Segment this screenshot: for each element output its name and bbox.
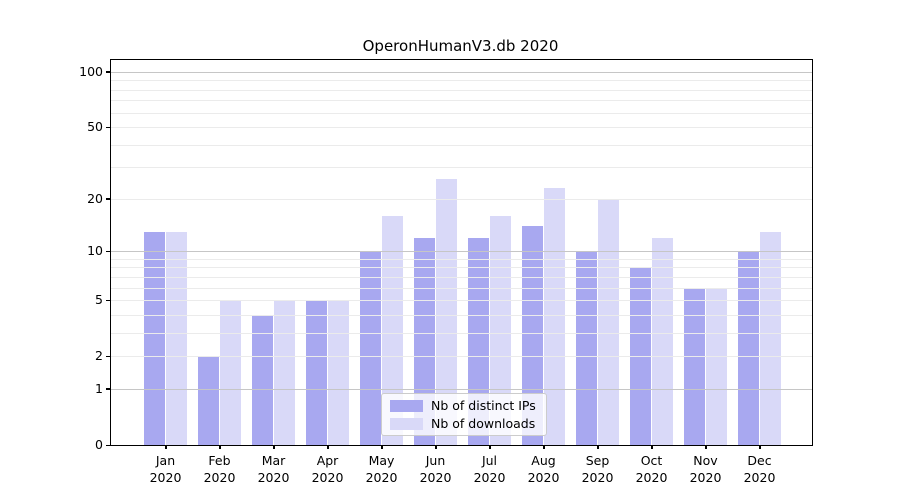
y-tick — [106, 250, 110, 253]
minor-gridline — [111, 332, 812, 334]
chart-title: OperonHumanV3.db 2020 — [362, 37, 559, 55]
bar-downloads-feb — [219, 300, 242, 445]
minor-gridline — [111, 276, 812, 278]
minor-gridline — [111, 100, 812, 102]
y-tick-label: 0 — [95, 437, 103, 452]
legend-label-downloads: Nb of downloads — [431, 416, 536, 431]
x-tick-label: Jan 2020 — [149, 453, 182, 485]
y-tick-label: 5 — [95, 292, 103, 308]
bar-downloads-sep — [597, 198, 620, 445]
x-tick — [435, 445, 437, 449]
x-tick — [489, 445, 491, 449]
major-gridline — [111, 71, 812, 73]
legend-item-downloads: Nb of downloads — [390, 416, 546, 431]
x-tick — [543, 445, 545, 449]
y-tick — [106, 388, 110, 390]
y-tick — [106, 71, 110, 73]
bar-downloads-jul — [489, 215, 512, 445]
y-tick — [106, 299, 110, 302]
minor-gridline — [111, 80, 812, 82]
bar-ips-dec — [737, 251, 760, 445]
x-tick — [705, 445, 707, 449]
x-tick-label: Dec 2020 — [743, 453, 776, 485]
bar-downloads-jun — [435, 178, 458, 445]
x-tick — [651, 445, 653, 449]
bar-ips-jan — [143, 231, 166, 445]
minor-gridline — [111, 144, 812, 146]
bar-downloads-dec — [759, 231, 782, 445]
major-gridline — [111, 251, 812, 253]
minor-gridline — [111, 89, 812, 91]
y-tick — [106, 126, 110, 129]
x-tick — [759, 445, 761, 449]
x-tick — [597, 445, 599, 449]
bar-downloads-nov — [705, 287, 728, 445]
y-tick — [106, 198, 110, 200]
x-tick — [273, 445, 275, 449]
y-tick-label: 20 — [87, 190, 103, 206]
x-tick-label: Oct 2020 — [635, 453, 668, 485]
legend: Nb of distinct IPs Nb of downloads — [381, 393, 547, 436]
bar-downloads-jan — [165, 231, 188, 445]
y-tick — [106, 355, 110, 358]
y-tick-label: 50 — [87, 119, 103, 135]
legend-swatch-distinct-ips — [390, 399, 423, 412]
bar-downloads-oct — [651, 237, 674, 445]
x-tick-label: Sep 2020 — [581, 453, 614, 485]
minor-gridline — [111, 300, 812, 302]
minor-gridline — [111, 287, 812, 289]
x-tick — [165, 445, 167, 449]
minor-gridline — [111, 267, 812, 269]
plot-area: Nb of distinct IPs Nb of downloads 100 50… — [79, 59, 813, 485]
x-tick-label: Nov 2020 — [689, 453, 722, 485]
bar-ips-nov — [683, 287, 706, 445]
y-tick-label: 100 — [79, 63, 103, 79]
x-tick — [381, 445, 383, 449]
x-tick-label: May 2020 — [365, 453, 398, 485]
x-tick — [327, 445, 329, 449]
bar-ips-may — [359, 251, 382, 445]
bar-downloads-mar — [273, 300, 296, 445]
x-tick-label: Jun 2020 — [419, 453, 452, 485]
bar-ips-mar — [251, 314, 274, 445]
bar-downloads-may — [381, 215, 404, 445]
bar-downloads-aug — [543, 188, 566, 445]
bar-downloads-apr — [327, 300, 350, 445]
legend-label-distinct-ips: Nb of distinct IPs — [431, 398, 536, 413]
minor-gridline — [111, 167, 812, 169]
x-tick — [219, 445, 221, 449]
minor-gridline — [111, 314, 812, 316]
legend-swatch-downloads — [390, 417, 423, 430]
y-tick — [106, 444, 110, 446]
x-tick-label: Mar 2020 — [257, 453, 290, 485]
minor-gridline — [111, 356, 812, 358]
x-tick-label: Apr 2020 — [311, 453, 344, 485]
y-tick-label: 2 — [95, 348, 103, 364]
major-gridline — [111, 388, 812, 390]
legend-item-distinct-ips: Nb of distinct IPs — [390, 398, 546, 413]
bar-ips-apr — [305, 300, 328, 445]
bar-ips-sep — [575, 251, 598, 445]
y-tick-label: 1 — [95, 380, 103, 396]
x-tick-label: Jul 2020 — [473, 453, 506, 485]
bar-ips-aug — [521, 226, 544, 445]
minor-gridline — [111, 112, 812, 114]
minor-gridline — [111, 258, 812, 260]
bar-ips-feb — [197, 356, 220, 445]
x-tick-label: Aug 2020 — [527, 453, 560, 485]
x-tick-label: Feb 2020 — [203, 453, 236, 485]
minor-gridline — [111, 127, 812, 129]
y-tick-label: 10 — [87, 243, 103, 259]
minor-gridline — [111, 198, 812, 200]
